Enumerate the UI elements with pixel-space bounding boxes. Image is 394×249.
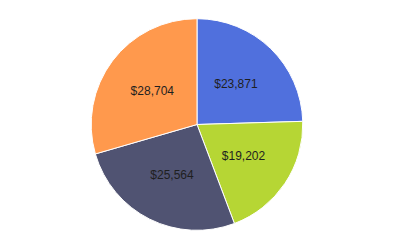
- svg-text:$28,704: $28,704: [131, 84, 175, 98]
- svg-text:$19,202: $19,202: [222, 149, 266, 163]
- svg-text:$25,564: $25,564: [150, 168, 194, 182]
- svg-text:$23,871: $23,871: [214, 77, 258, 91]
